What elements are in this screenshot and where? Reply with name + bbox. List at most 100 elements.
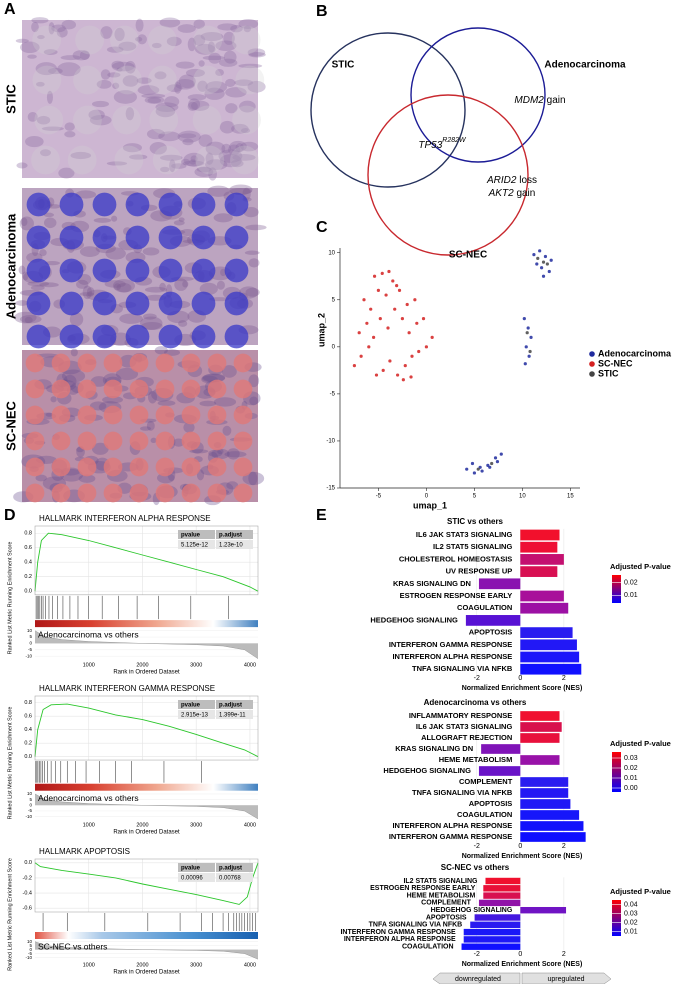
x-axis-title: Normalized Enrichment Score (NES): [462, 853, 583, 860]
table-header-cell: [178, 863, 215, 872]
category-label: IL2 STAT5 SIGNALING: [403, 878, 478, 885]
tissue-texture: [154, 71, 167, 80]
tissue-texture: [122, 75, 139, 87]
tissue-texture: [228, 144, 241, 156]
y-tick-label: 0: [29, 947, 32, 952]
category-label: INTERFERON ALPHA RESPONSE: [344, 936, 456, 943]
tissue-texture: [15, 38, 29, 43]
y-tick-label: 0.8: [24, 531, 32, 537]
tissue-texture: [188, 98, 201, 110]
category-label: HEDGEHOG SIGNALING: [383, 766, 471, 775]
point: [536, 256, 540, 260]
stain-spot: [155, 483, 175, 503]
table-header-cell: [178, 530, 215, 539]
tissue-texture: [243, 25, 252, 33]
stain-spot: [181, 353, 201, 373]
stain-spot: [51, 431, 71, 451]
tissue-texture: [89, 114, 112, 126]
category-label: HEME METABOLISM: [439, 755, 513, 764]
tissue-texture: [213, 397, 237, 407]
colorbar-tick-label: 0.02: [624, 919, 638, 926]
colorbar-title: Adjusted P-value: [610, 739, 671, 748]
stain-spot: [59, 324, 84, 349]
bar: [470, 921, 521, 929]
tissue-texture: [135, 18, 144, 32]
x-axis-title: Rank in Ordered Dataset: [113, 970, 180, 976]
frame: [34, 525, 259, 596]
x-tick-label: 4000: [244, 662, 256, 668]
point: [413, 298, 417, 302]
venn-annotation: MDM2 gain: [514, 95, 565, 106]
tissue-texture: [230, 24, 243, 33]
stain-spot: [77, 431, 97, 451]
x-tick-label: 10: [519, 494, 526, 500]
tissue-texture: [194, 43, 216, 55]
direction-arrow: [432, 972, 521, 984]
tissue-texture: [111, 61, 135, 72]
tissue-texture: [61, 19, 77, 30]
y-tick-label: 5: [332, 297, 336, 303]
tissue-texture: [146, 420, 155, 431]
point: [374, 373, 379, 377]
point: [529, 335, 533, 340]
stain-spot: [224, 291, 249, 316]
stain-spot: [158, 192, 183, 217]
tissue-texture: [45, 412, 54, 417]
stain-spot: [224, 258, 249, 283]
tissue-texture: [60, 55, 82, 61]
frame: [34, 695, 259, 761]
category-label: COMPLEMENT: [421, 900, 472, 907]
tissue-texture: [225, 78, 236, 87]
stain-spot: [193, 65, 223, 95]
tissue-texture: [217, 23, 238, 31]
point: [490, 461, 494, 466]
tissue-texture: [183, 152, 205, 167]
table-value: 5.125e-12: [181, 542, 209, 548]
tissue-texture: [137, 85, 160, 95]
colorbar-tick-label: 0.04: [624, 901, 638, 908]
tissue-texture: [135, 36, 143, 42]
tissue-texture: [57, 62, 81, 77]
bar: [520, 529, 560, 541]
venn-annotation: AKT2 gain: [488, 188, 536, 199]
y-tick-label: 0.4: [24, 727, 32, 733]
tissue-texture: [219, 58, 238, 67]
bar: [520, 541, 558, 553]
point: [424, 345, 428, 349]
y-tick-label: 0.6: [24, 545, 32, 551]
stain-spot: [25, 483, 45, 503]
bar: [520, 799, 571, 809]
stain-spot: [92, 291, 117, 316]
x-tick-label: -2: [474, 843, 480, 850]
tissue-texture: [208, 167, 217, 181]
bar: [520, 590, 564, 602]
stain-spot: [181, 379, 201, 399]
tissue-texture: [177, 130, 201, 143]
point: [381, 368, 385, 372]
stain-spot: [103, 353, 123, 373]
point: [409, 375, 413, 379]
gene-name: AKT2: [488, 188, 514, 199]
bar: [465, 615, 521, 626]
point: [495, 460, 500, 464]
tissue-texture: [137, 34, 147, 45]
x-tick-label: -2: [474, 951, 480, 958]
tissue-texture: [178, 320, 188, 327]
tissue-texture: [248, 52, 266, 58]
stain-spot: [25, 353, 45, 373]
colorbar: [612, 752, 621, 792]
stain-spot: [92, 192, 117, 217]
panel-label: D: [4, 507, 16, 524]
tissue-texture: [174, 78, 196, 90]
tissue-texture: [232, 154, 256, 161]
tissue-texture: [48, 67, 63, 75]
stain-spot: [147, 65, 177, 95]
bar: [463, 936, 521, 943]
tissue-texture: [91, 100, 110, 108]
tissue-texture: [215, 69, 224, 76]
colorbar-tick-label: 0.01: [624, 928, 638, 935]
tissue-texture: [218, 149, 243, 163]
y-tick-label: 5: [29, 797, 32, 802]
table-header: pvalue: [181, 532, 201, 538]
stain-spot: [207, 405, 227, 425]
